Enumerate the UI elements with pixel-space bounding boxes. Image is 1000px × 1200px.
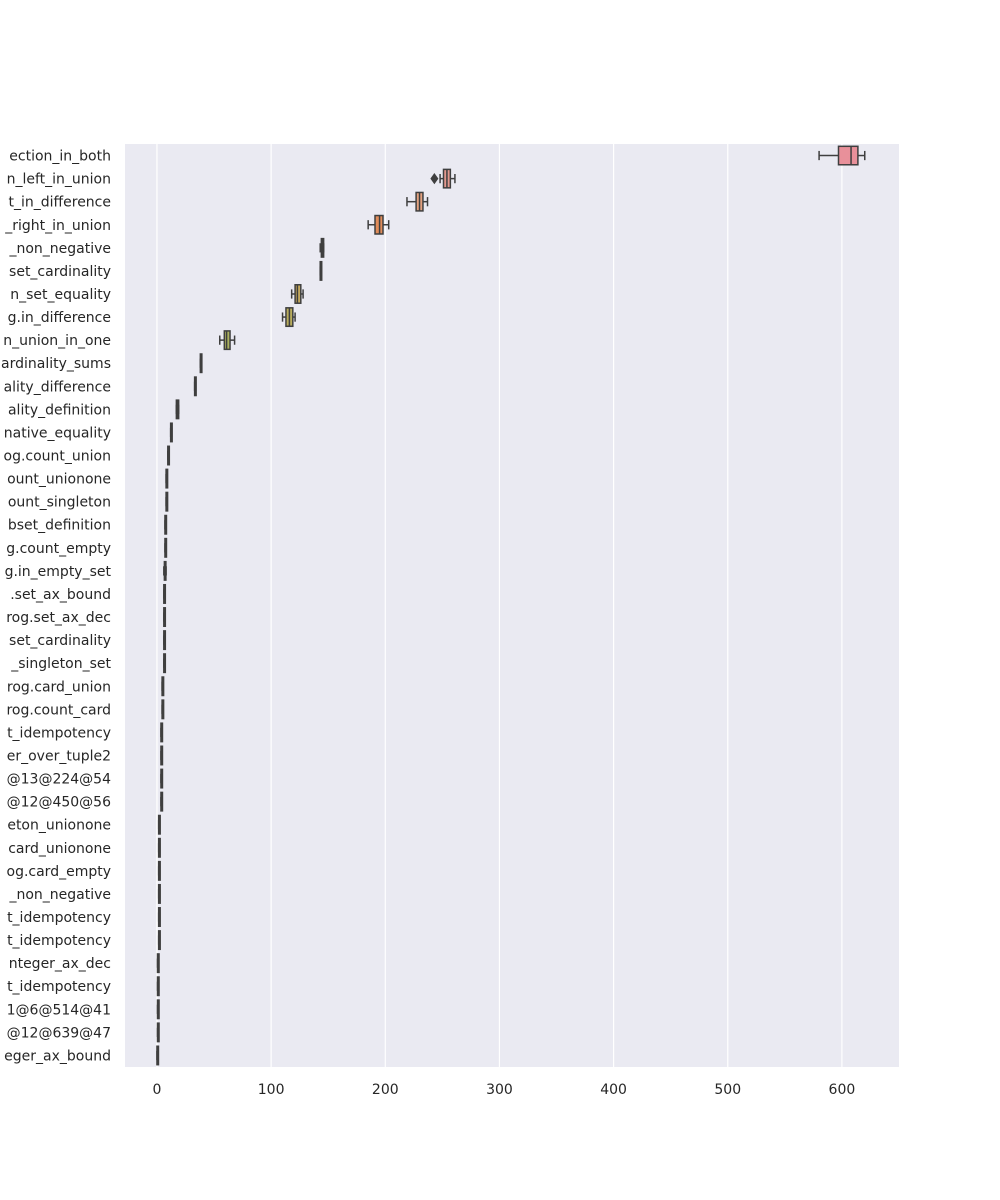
box-2 (406, 191, 429, 212)
box-38 (156, 1022, 160, 1043)
y-tick-label: ality_difference (4, 379, 111, 395)
y-tick-label: t_in_difference (8, 195, 111, 211)
box-21 (163, 630, 167, 651)
y-tick-label: n_left_in_union (7, 172, 111, 188)
y-tick-labels: ection_in_both n_left_in_union t_in_differ… (1, 149, 111, 1065)
x-tick-label: 100 (258, 1082, 285, 1098)
box-4 (319, 237, 325, 258)
y-tick-label: bset_definition (8, 518, 111, 534)
box-36 (156, 976, 160, 997)
y-tick-label: eton_unionone (7, 818, 111, 834)
x-tick-label: 300 (486, 1082, 513, 1098)
y-tick-label: rog.set_ax_dec (6, 610, 111, 626)
y-tick-label: @13@224@54 (7, 772, 111, 788)
flier-point (430, 173, 439, 185)
box-18 (163, 560, 167, 581)
box-31 (157, 860, 161, 881)
box-16 (164, 514, 168, 535)
y-tick-label: _singleton_set (10, 656, 111, 672)
boxes (156, 145, 866, 1066)
y-tick-label: rog.card_union (7, 679, 111, 695)
box-37 (156, 999, 160, 1020)
y-tick-label: rog.count_card (6, 702, 111, 718)
y-tick-label: ection_in_both (9, 149, 111, 165)
y-tick-label: set_cardinality (9, 633, 111, 649)
y-tick-label: _right_in_union (4, 218, 111, 234)
y-tick-label: card_unionone (8, 841, 111, 857)
box-9 (199, 353, 203, 374)
box-8 (219, 330, 236, 351)
box-1 (430, 168, 456, 189)
y-tick-label: @12@639@47 (7, 1025, 111, 1041)
box-3 (367, 214, 390, 235)
y-tick-label: og.count_union (4, 449, 111, 465)
x-tick-label: 200 (372, 1082, 399, 1098)
box-33 (157, 907, 161, 927)
box-0 (818, 145, 866, 166)
y-tick-label: t_idempotency (7, 910, 111, 926)
x-tick-labels: 0 100 200 300 400 500 600 (153, 1082, 856, 1098)
y-tick-label: ardinality_sums (1, 356, 111, 372)
x-tick-label: 0 (153, 1082, 162, 1098)
box-25 (160, 722, 164, 743)
y-tick-label: 1@6@514@41 (7, 1002, 111, 1018)
box-34 (157, 930, 161, 951)
y-tick-label: n_set_equality (10, 287, 111, 303)
box-20 (163, 607, 167, 628)
y-tick-label: g.in_difference (8, 310, 111, 326)
plot-background (125, 144, 899, 1067)
y-tick-label: ality_definition (8, 402, 111, 418)
x-tick-label: 500 (714, 1082, 741, 1098)
box-5 (319, 260, 323, 281)
y-tick-label: .set_ax_bound (10, 587, 111, 603)
y-tick-label: nteger_ax_dec (9, 956, 111, 972)
box-39 (156, 1045, 160, 1066)
y-tick-label: n_union_in_one (3, 333, 111, 349)
gridlines (156, 144, 843, 1067)
y-tick-label: g.in_empty_set (5, 564, 112, 580)
y-tick-label: t_idempotency (7, 725, 111, 741)
y-tick-label: native_equality (4, 425, 111, 441)
box-28 (160, 791, 164, 812)
box-11 (175, 399, 180, 420)
y-tick-label: er_over_tuple2 (7, 748, 111, 764)
box-12 (169, 422, 173, 443)
box-23 (161, 676, 165, 697)
y-tick-label: set_cardinality (9, 264, 111, 280)
y-tick-label: _non_negative (8, 241, 111, 257)
box-14 (165, 468, 169, 489)
box-32 (157, 883, 161, 904)
y-tick-label: t_idempotency (7, 979, 111, 995)
y-tick-label: g.count_empty (6, 541, 111, 557)
x-tick-label: 400 (600, 1082, 627, 1098)
box-6 (290, 284, 304, 304)
box-13 (167, 445, 171, 466)
y-tick-label: og.card_empty (7, 864, 112, 880)
box-7 (281, 307, 296, 328)
box-26 (160, 745, 164, 766)
box-27 (160, 768, 164, 789)
box-29 (157, 814, 161, 835)
box-15 (165, 491, 169, 512)
x-tick-label: 600 (829, 1082, 856, 1098)
box-22 (163, 653, 167, 674)
y-tick-label: t_idempotency (7, 933, 111, 949)
y-tick-label: ount_singleton (8, 495, 111, 511)
y-tick-label: ount_unionone (7, 472, 111, 488)
y-tick-label: _non_negative (8, 887, 111, 903)
box-24 (161, 699, 165, 720)
box-30 (157, 837, 161, 858)
box-body (837, 145, 859, 166)
box-35 (156, 953, 160, 974)
box-19 (163, 583, 167, 604)
box-10 (193, 376, 197, 397)
box-17 (164, 537, 168, 558)
y-tick-label: @12@450@56 (7, 795, 111, 811)
y-tick-label: eger_ax_bound (4, 1048, 111, 1064)
